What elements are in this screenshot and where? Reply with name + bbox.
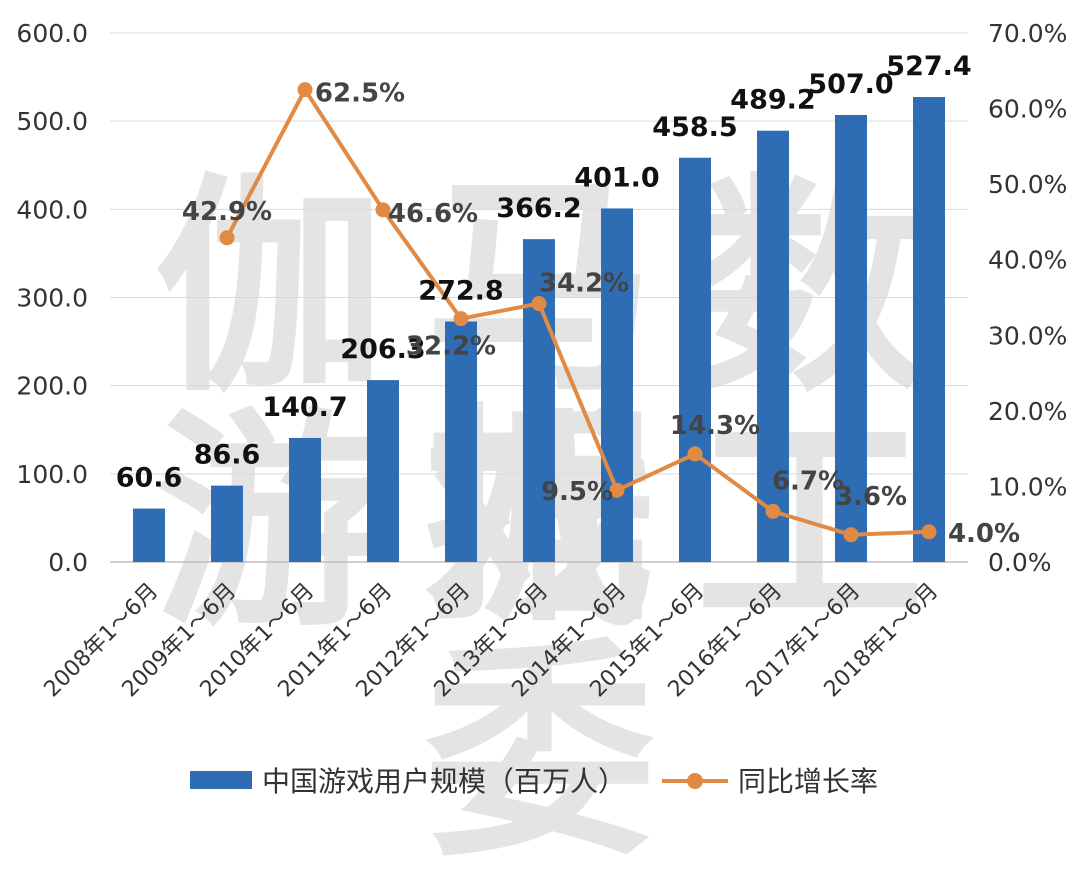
bar: [523, 239, 555, 562]
growth-rate-point: [609, 482, 625, 498]
bar: [289, 437, 321, 562]
bar: [211, 485, 243, 562]
growth-rate-point: [531, 296, 547, 312]
y-right-tick-label: 0.0%: [988, 548, 1052, 577]
bar: [679, 157, 711, 562]
y-left-tick-label: 500.0: [16, 107, 88, 136]
y-left-tick-label: 400.0: [16, 195, 88, 224]
bar-value-label: 507.0: [808, 69, 893, 100]
bar-value-label: 489.2: [730, 85, 815, 116]
growth-rate-point: [297, 82, 313, 98]
growth-rate-label: 4.0%: [948, 519, 1020, 549]
legend-item-growth-rate: 同比增长率: [662, 760, 878, 800]
bar-value-label: 272.8: [418, 275, 503, 306]
bar-value-label: 401.0: [574, 162, 659, 193]
growth-rate-label: 46.6%: [388, 199, 478, 229]
legend-line-swatch: [662, 771, 728, 789]
growth-rate-point: [765, 503, 781, 519]
legend-item-user-scale: 中国游戏用户规模（百万人）: [190, 760, 626, 800]
legend-bar-swatch: [190, 771, 252, 789]
y-right-tick-label: 50.0%: [988, 170, 1067, 199]
y-right-tick-label: 30.0%: [988, 321, 1067, 350]
bar-value-label: 206.3: [340, 334, 425, 365]
growth-rate-line: [225, 87, 930, 537]
y-left-tick-label: 600.0: [16, 19, 88, 48]
y-left-tick-label: 100.0: [16, 460, 88, 489]
chart-legend: 中国游戏用户规模（百万人） 同比增长率: [0, 760, 1080, 800]
combo-chart: 0.0 100.0 200.0 300.0 400.0 500.0 600.0 0.0% 10.…: [16, 19, 1067, 702]
legend-line-label: 同比增长率: [738, 765, 879, 798]
y-right-tick-label: 10.0%: [988, 472, 1067, 501]
bar: [367, 380, 399, 562]
bar-value-label: 140.7: [262, 392, 347, 423]
y-right-tick-label: 40.0%: [988, 246, 1067, 275]
bar-value-label: 60.6: [116, 463, 183, 494]
growth-rate-point: [843, 527, 859, 543]
growth-rate-point: [687, 446, 703, 462]
bar: [757, 130, 789, 562]
growth-rate-point: [375, 202, 391, 218]
growth-rate-label: 34.2%: [539, 269, 629, 299]
bar: [601, 208, 633, 562]
growth-rate-point: [453, 311, 469, 327]
y-right-tick-label: 20.0%: [988, 397, 1067, 426]
bar: [835, 114, 867, 563]
growth-rate-label: 32.2%: [406, 332, 496, 362]
bar-value-label: 86.6: [194, 440, 261, 471]
y-right-tick-label: 60.0%: [988, 95, 1067, 124]
growth-rate-label: 9.5%: [541, 477, 613, 507]
growth-rate-point: [219, 230, 235, 246]
bar-value-label: 366.2: [496, 193, 581, 224]
bar: [133, 508, 165, 562]
y-left-tick-label: 300.0: [16, 284, 88, 313]
growth-rate-point: [921, 524, 937, 540]
y-right-tick-label: 70.0%: [988, 19, 1067, 48]
growth-rate-label: 6.7%: [772, 466, 844, 496]
bar-value-label: 458.5: [652, 112, 737, 143]
bar-value-label: 527.4: [886, 51, 971, 82]
y-left-tick-label: 200.0: [16, 372, 88, 401]
bar: [445, 321, 477, 562]
legend-bar-label: 中国游戏用户规模（百万人）: [262, 765, 627, 798]
bar: [913, 97, 945, 562]
growth-rate-label: 42.9%: [182, 197, 272, 227]
growth-rate-label: 14.3%: [670, 411, 760, 441]
growth-rate-label: 3.6%: [835, 482, 907, 512]
y-left-tick-label: 0.0: [48, 548, 88, 577]
growth-rate-label: 62.5%: [315, 79, 405, 109]
